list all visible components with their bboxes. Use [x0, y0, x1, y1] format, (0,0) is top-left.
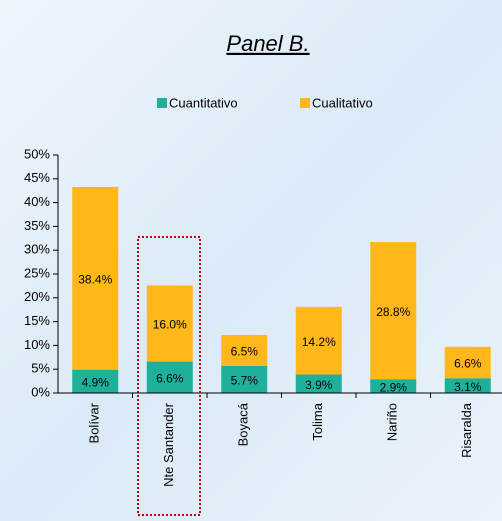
bar-segment [295, 374, 342, 393]
legend-swatch [157, 98, 167, 108]
value-label: 6.6% [156, 371, 184, 385]
value-label: 38.4% [78, 272, 112, 286]
y-tick-label: 50% [24, 146, 50, 161]
legend-label: Cuantitativo [169, 95, 238, 110]
value-label: 28.8% [376, 305, 410, 319]
bar-segment [444, 378, 491, 393]
bar-segment [370, 379, 417, 393]
x-tick-label: Risaralda [459, 402, 474, 458]
y-tick-label: 30% [24, 242, 50, 257]
bar-segment [295, 306, 342, 375]
value-label: 6.6% [454, 357, 482, 371]
y-tick-label: 15% [24, 313, 50, 328]
bar-segment [444, 346, 491, 379]
x-tick-label: Tolima [310, 402, 325, 440]
highlight-box [137, 236, 201, 516]
bar-segment [221, 334, 268, 366]
y-tick-label: 10% [24, 337, 50, 352]
legend-swatch [300, 98, 310, 108]
x-tick-label: Bolívar [87, 402, 102, 443]
bar-segment [146, 285, 193, 362]
y-tick-label: 35% [24, 218, 50, 233]
bar-segment [72, 186, 119, 370]
bar-segment [72, 369, 119, 393]
x-tick-label: Boyacá [236, 402, 251, 446]
y-tick-label: 5% [31, 361, 50, 376]
value-label: 6.5% [231, 345, 259, 359]
value-label: 3.1% [454, 380, 482, 394]
bar-segment [221, 365, 268, 393]
chart-title: Panel B. [226, 31, 309, 56]
y-tick-label: 20% [24, 289, 50, 304]
value-label: 5.7% [231, 374, 259, 388]
value-label: 16.0% [153, 318, 187, 332]
y-tick-label: 40% [24, 194, 50, 209]
y-tick-label: 0% [31, 384, 50, 399]
x-tick-label: Nariño [385, 403, 400, 441]
value-label: 14.2% [302, 335, 336, 349]
value-label: 3.9% [305, 378, 333, 392]
bar-segment [146, 361, 193, 393]
y-tick-label: 25% [24, 265, 50, 280]
value-label: 4.9% [82, 376, 110, 390]
bar-segment [370, 242, 417, 380]
value-label: 2.9% [380, 380, 408, 394]
legend-label: Cualitativo [312, 95, 373, 110]
x-tick-label: Nte Santander [161, 402, 176, 487]
y-tick-label: 45% [24, 170, 50, 185]
